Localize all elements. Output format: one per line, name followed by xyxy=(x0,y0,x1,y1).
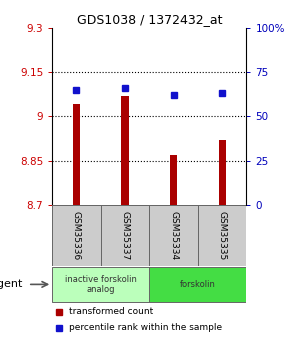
Text: agent: agent xyxy=(0,279,23,289)
Bar xyxy=(122,96,129,205)
Bar xyxy=(52,267,149,302)
Text: GSM35337: GSM35337 xyxy=(121,211,130,260)
Text: GSM35336: GSM35336 xyxy=(72,211,81,260)
Title: GDS1038 / 1372432_at: GDS1038 / 1372432_at xyxy=(77,13,222,27)
Bar xyxy=(149,267,246,302)
Text: transformed count: transformed count xyxy=(69,307,153,316)
Bar xyxy=(149,205,198,266)
Bar xyxy=(73,105,80,205)
Bar xyxy=(219,140,226,205)
Bar xyxy=(101,205,149,266)
Text: GSM35334: GSM35334 xyxy=(169,211,178,260)
Text: GSM35335: GSM35335 xyxy=(218,211,227,260)
Bar xyxy=(52,205,101,266)
Bar xyxy=(170,155,177,205)
Bar xyxy=(198,205,246,266)
Text: percentile rank within the sample: percentile rank within the sample xyxy=(69,324,222,333)
Text: inactive forskolin
analog: inactive forskolin analog xyxy=(65,275,137,294)
Text: forskolin: forskolin xyxy=(180,280,216,289)
